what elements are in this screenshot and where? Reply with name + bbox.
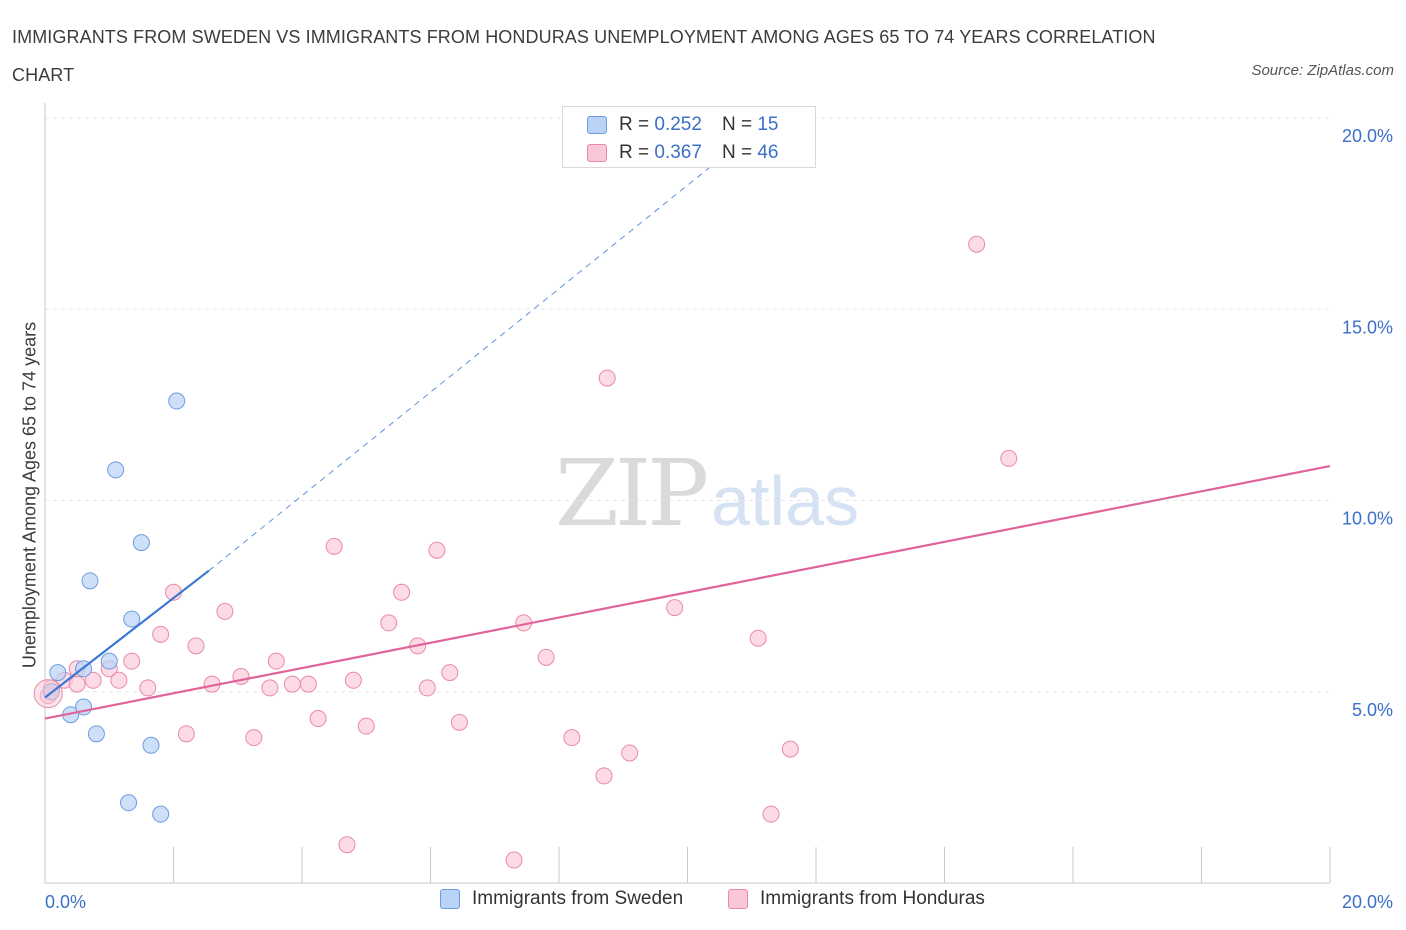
honduras-point [621, 744, 639, 762]
honduras-point [781, 740, 799, 758]
honduras-point [428, 541, 446, 559]
y-tick-label: 15.0% [1342, 317, 1393, 337]
honduras-point [749, 629, 767, 647]
y-tick-label: 10.0% [1342, 509, 1393, 529]
honduras-point [261, 679, 279, 697]
legend-r-value-sweden: 0.252 [654, 114, 702, 135]
chart-title: IMMIGRANTS FROM SWEDEN VS IMMIGRANTS FRO… [12, 27, 1156, 85]
x-tick-label-max: 20.0% [1342, 892, 1393, 912]
sweden-point [142, 736, 160, 754]
legend-row-honduras: R = 0.367 N = 46 [587, 139, 778, 167]
honduras-point [187, 637, 205, 655]
sweden-point [152, 805, 170, 823]
honduras-point [267, 652, 285, 670]
bottom-legend-honduras[interactable]: Immigrants from Honduras [728, 888, 985, 910]
y-tick-label: 20.0% [1342, 126, 1393, 146]
sweden-point [168, 392, 186, 410]
honduras-point [325, 537, 343, 555]
honduras-point [666, 599, 684, 617]
honduras-point [441, 664, 459, 682]
honduras-point [418, 679, 436, 697]
honduras-point [1000, 449, 1018, 467]
correlation-legend: R = 0.252 N = 15 R = 0.367 N = 46 [562, 106, 816, 168]
source-label: Source: ZipAtlas.com [1251, 62, 1394, 79]
honduras-point [177, 725, 195, 743]
sweden-point [49, 664, 67, 682]
bottom-legend-swatch-honduras [728, 889, 748, 909]
sweden-trend-line [44, 569, 210, 699]
legend-r-label: R = [619, 142, 650, 163]
honduras-point [968, 235, 986, 253]
honduras-point [245, 729, 263, 747]
y-axis-label: Unemployment Among Ages 65 to 74 years [19, 321, 40, 669]
honduras-point [762, 805, 780, 823]
honduras-point [110, 671, 128, 689]
x-tick-label-min: 0.0% [45, 892, 86, 912]
honduras-point [595, 767, 613, 785]
legend-swatch-honduras [587, 144, 607, 162]
legend-row-sweden: R = 0.252 N = 15 [587, 111, 778, 139]
honduras-point [450, 713, 468, 731]
bottom-legend-swatch-sweden [440, 889, 460, 909]
sweden-point [120, 794, 138, 812]
legend-swatch-sweden [587, 116, 607, 134]
honduras-point [139, 679, 157, 697]
legend-n-label: N = [721, 114, 753, 135]
honduras-point [84, 671, 102, 689]
honduras-point [393, 583, 411, 601]
honduras-point [598, 369, 616, 387]
honduras-point [152, 625, 170, 643]
legend-n-value-sweden: 15 [757, 114, 779, 135]
legend-r-value-honduras: 0.367 [654, 142, 702, 163]
bottom-legend-label-honduras: Immigrants from Honduras [760, 888, 985, 909]
honduras-point [216, 602, 234, 620]
honduras-point [505, 851, 523, 869]
honduras-point [123, 652, 141, 670]
honduras-trend-line [44, 464, 1331, 720]
honduras-point [338, 836, 356, 854]
bottom-legend-label-sweden: Immigrants from Sweden [472, 888, 684, 909]
honduras-point [537, 648, 555, 666]
honduras-point [283, 675, 301, 693]
honduras-point [344, 671, 362, 689]
honduras-point [563, 729, 581, 747]
sweden-point [81, 572, 99, 590]
sweden-point [87, 725, 105, 743]
sweden-point [132, 534, 150, 552]
honduras-point [68, 675, 86, 693]
honduras-point [357, 717, 375, 735]
sweden-point [123, 610, 141, 628]
legend-r-label: R = [619, 114, 650, 135]
honduras-point [380, 614, 398, 632]
honduras-point [309, 710, 327, 728]
sweden-point [100, 652, 118, 670]
watermark-zip: ZIP [555, 440, 709, 547]
sweden-point [107, 461, 125, 479]
honduras-point [299, 675, 317, 693]
sweden-trend-extension [208, 117, 772, 572]
y-tick-label: 5.0% [1352, 700, 1393, 720]
bottom-legend-sweden[interactable]: Immigrants from Sweden [440, 888, 683, 910]
legend-n-value-honduras: 46 [757, 142, 779, 163]
legend-n-label: N = [721, 142, 753, 163]
